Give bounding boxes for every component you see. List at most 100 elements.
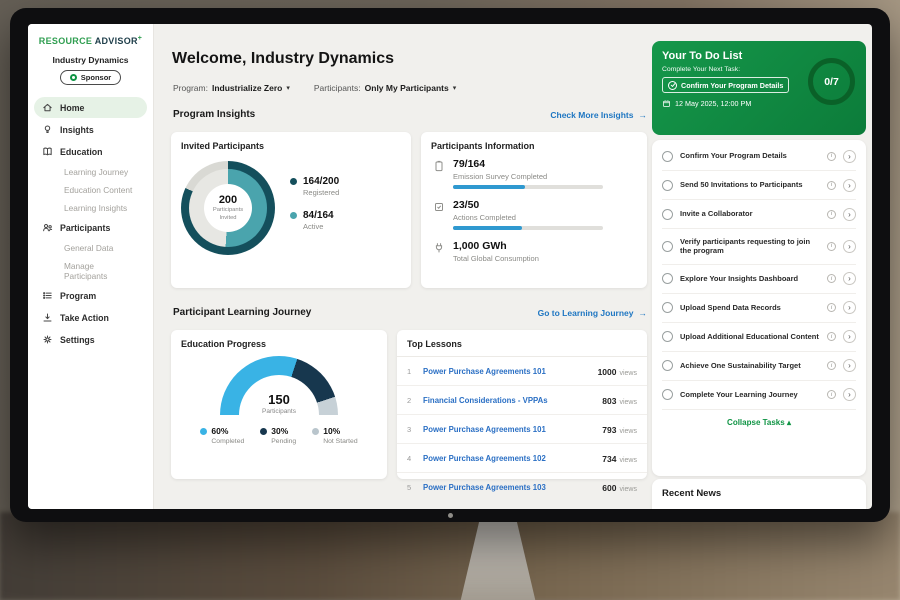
lesson-row: 2 Financial Considerations - VPPAs 803vi…: [397, 386, 647, 415]
info-icon: i: [827, 274, 836, 283]
task-row-upload-spend-data[interactable]: Upload Spend Data Records i ›: [662, 294, 856, 323]
section-title: Program Insights: [173, 109, 255, 120]
task-checkbox[interactable]: [662, 241, 673, 252]
legend-item-not-started: 10% Not Started: [312, 426, 357, 445]
chevron-right-icon[interactable]: ›: [843, 301, 856, 314]
registered-value: 164/200: [303, 176, 339, 187]
program-filter-value: Industrialize Zero: [212, 83, 282, 93]
sidebar-item-learning-insights[interactable]: Learning Insights: [34, 199, 147, 216]
dashboard-app: RESOURCE ADVISOR+ Industry Dynamics Spon…: [28, 24, 872, 509]
lesson-link[interactable]: Financial Considerations - VPPAs: [423, 396, 594, 405]
sidebar-item-learning-journey[interactable]: Learning Journey: [34, 163, 147, 180]
task-checkbox[interactable]: [662, 273, 673, 284]
arrow-right-icon: →: [639, 308, 648, 318]
sidebar-item-education-content[interactable]: Education Content: [34, 181, 147, 198]
legend-item-registered: 164/200 Registered: [290, 176, 339, 197]
sidebar-item-program[interactable]: Program: [34, 285, 147, 306]
sidebar-item-manage-participants[interactable]: Manage Participants: [34, 257, 147, 284]
filter-bar: Program: Industrialize Zero ▾ Participan…: [173, 83, 456, 93]
sidebar-item-label: Participants: [60, 223, 110, 233]
card-title: Top Lessons: [397, 330, 647, 357]
monitor-bezel: RESOURCE ADVISOR+ Industry Dynamics Spon…: [10, 8, 890, 522]
task-row-upload-educational-content[interactable]: Upload Additional Educational Content i …: [662, 323, 856, 352]
sidebar-item-insights[interactable]: Insights: [34, 119, 147, 140]
check-more-insights-link[interactable]: Check More Insights →: [550, 110, 647, 120]
go-to-learning-journey-link[interactable]: Go to Learning Journey →: [538, 308, 647, 318]
arrow-right-icon: →: [639, 110, 648, 120]
sidebar-item-label: Settings: [60, 335, 95, 345]
education-gauge-chart: 150 Participants: [220, 356, 338, 415]
legend-item-active: 84/164 Active: [290, 210, 339, 231]
list-icon: [42, 290, 53, 301]
program-filter[interactable]: Program: Industrialize Zero ▾: [173, 83, 290, 93]
legend-dot-completed: [200, 428, 207, 435]
calendar-icon: [662, 99, 671, 108]
task-row-complete-learning-journey[interactable]: Complete Your Learning Journey i ›: [662, 381, 856, 410]
legend-dot-not-started: [312, 428, 319, 435]
task-checkbox[interactable]: [662, 360, 673, 371]
card-title: Invited Participants: [171, 132, 411, 151]
sidebar-item-label: Home: [60, 103, 84, 113]
task-checkbox[interactable]: [662, 331, 673, 342]
chevron-right-icon[interactable]: ›: [843, 240, 856, 253]
download-icon: [42, 312, 53, 323]
todo-task-list: Confirm Your Program Details i › Send 50…: [652, 140, 866, 476]
task-checkbox[interactable]: [662, 180, 673, 191]
task-row-verify-participants[interactable]: Verify participants requesting to join t…: [662, 229, 856, 265]
check-square-icon: [433, 201, 445, 230]
stat-label: Total Global Consumption: [453, 254, 539, 263]
lesson-link[interactable]: Power Purchase Agreements 102: [423, 454, 594, 463]
task-checkbox[interactable]: [662, 389, 673, 400]
sponsor-icon: [70, 74, 77, 81]
task-row-explore-insights[interactable]: Explore Your Insights Dashboard i ›: [662, 265, 856, 294]
recent-news-title: Recent News: [662, 488, 721, 499]
sidebar-item-take-action[interactable]: Take Action: [34, 307, 147, 328]
task-checkbox[interactable]: [662, 209, 673, 220]
sidebar-item-education[interactable]: Education: [34, 141, 147, 162]
chevron-right-icon[interactable]: ›: [843, 272, 856, 285]
lesson-row: 3 Power Purchase Agreements 101 793views: [397, 415, 647, 444]
active-value: 84/164: [303, 210, 334, 221]
donut-center-value: 200: [219, 194, 237, 206]
participants-filter[interactable]: Participants: Only My Participants ▾: [314, 83, 456, 93]
chevron-right-icon[interactable]: ›: [843, 388, 856, 401]
sponsor-badge[interactable]: Sponsor: [60, 70, 121, 85]
task-row-confirm-program[interactable]: Confirm Your Program Details i ›: [662, 142, 856, 171]
actions-progress-bar: [453, 226, 603, 230]
chevron-right-icon[interactable]: ›: [843, 208, 856, 221]
page-title: Welcome, Industry Dynamics: [172, 50, 394, 68]
sidebar-item-label: Insights: [60, 125, 94, 135]
stat-actions-completed: 23/50 Actions Completed: [433, 199, 635, 230]
chevron-right-icon[interactable]: ›: [843, 179, 856, 192]
invited-participants-card: Invited Participants 200 Participants In…: [171, 132, 411, 288]
chevron-right-icon[interactable]: ›: [843, 150, 856, 163]
participants-information-card: Participants Information 79/164 Emission…: [421, 132, 647, 288]
collapse-tasks-link[interactable]: Collapse Tasks ▴: [662, 410, 856, 431]
info-icon: i: [827, 303, 836, 312]
legend-dot-active: [290, 212, 297, 219]
task-checkbox[interactable]: [662, 302, 673, 313]
task-row-send-invitations[interactable]: Send 50 Invitations to Participants i ›: [662, 171, 856, 200]
task-checkbox[interactable]: [662, 151, 673, 162]
task-row-achieve-target[interactable]: Achieve One Sustainability Target i ›: [662, 352, 856, 381]
sponsor-badge-label: Sponsor: [81, 73, 111, 82]
task-row-invite-collaborator[interactable]: Invite a Collaborator i ›: [662, 200, 856, 229]
sidebar-item-home[interactable]: Home: [34, 97, 147, 118]
invited-donut-chart: 200 Participants Invited: [181, 161, 275, 255]
chevron-right-icon[interactable]: ›: [843, 330, 856, 343]
participants-filter-value: Only My Participants: [365, 83, 449, 93]
chevron-right-icon[interactable]: ›: [843, 359, 856, 372]
lightbulb-icon: [42, 124, 53, 135]
program-insights-header: Program Insights Check More Insights →: [173, 109, 647, 120]
app-logo: RESOURCE ADVISOR+: [32, 35, 149, 46]
desk-surface: [0, 512, 900, 600]
next-task-chip[interactable]: Confirm Your Program Details: [662, 77, 789, 93]
lesson-link[interactable]: Power Purchase Agreements 101: [423, 367, 590, 376]
sidebar-item-settings[interactable]: Settings: [34, 329, 147, 350]
sidebar-item-general-data[interactable]: General Data: [34, 239, 147, 256]
chevron-up-icon: ▴: [787, 418, 791, 427]
lesson-link[interactable]: Power Purchase Agreements 101: [423, 425, 594, 434]
lesson-link[interactable]: Power Purchase Agreements 103: [423, 483, 594, 492]
todo-header-card: Your To Do List Complete Your Next Task:…: [652, 41, 866, 135]
sidebar-item-participants[interactable]: Participants: [34, 217, 147, 238]
